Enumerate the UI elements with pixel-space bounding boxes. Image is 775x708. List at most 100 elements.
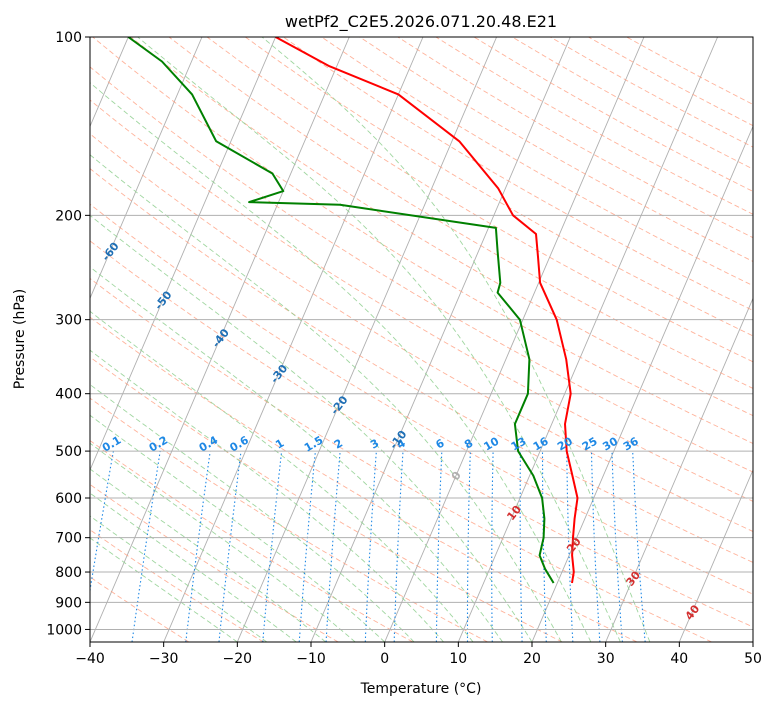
dry-adiabat-line <box>90 203 753 595</box>
y-tick-label: 700 <box>55 531 82 547</box>
isotherm-line <box>90 37 203 300</box>
y-tick-label: 1000 <box>46 622 82 638</box>
mixing-ratio-line <box>466 451 471 642</box>
y-tick-label: 600 <box>55 491 82 507</box>
isotherm-line <box>90 37 350 642</box>
dewpoint-profile-line <box>127 37 555 584</box>
isotherm-line <box>90 37 277 472</box>
isotherm-label: -50 <box>152 288 175 312</box>
mixing-ratio-line <box>364 451 377 642</box>
x-tick-label: 50 <box>744 651 762 667</box>
x-tick-label: −20 <box>223 651 253 667</box>
dry-adiabat-line <box>359 37 753 262</box>
x-tick-label: −30 <box>149 651 179 667</box>
x-tick-label: −40 <box>75 651 105 667</box>
moist-adiabat-line <box>137 37 621 642</box>
moist-adiabat-line <box>90 515 268 642</box>
dry-adiabat-line <box>90 240 753 628</box>
dry-adiabat-line <box>90 397 488 642</box>
mixing-ratio-label: 6 <box>433 436 446 451</box>
background-lines <box>90 37 753 642</box>
isotherm-label: 10 <box>504 503 524 523</box>
mixing-ratio-label: 3 <box>368 437 381 452</box>
y-tick-label: 100 <box>55 30 82 46</box>
isotherm-label: -20 <box>328 393 351 417</box>
moist-adiabat-line <box>90 154 562 642</box>
isotherm-line <box>531 125 753 642</box>
moist-adiabat-line <box>90 468 326 642</box>
dry-adiabat-line <box>90 66 753 473</box>
chart-title: wetPf2_C2E5.2026.071.20.48.E21 <box>285 12 557 32</box>
dry-adiabat-line <box>588 37 753 127</box>
dry-adiabat-line <box>550 37 753 148</box>
moist-adiabat-line <box>261 37 651 642</box>
mixing-ratio-line <box>435 451 443 642</box>
x-tick-label: 10 <box>449 651 467 667</box>
y-tick-label: 500 <box>55 444 82 460</box>
dry-adiabat-line <box>245 37 753 337</box>
mixing-ratio-line <box>90 451 114 594</box>
moist-adiabat-line <box>90 384 415 642</box>
dry-adiabat-line <box>90 576 190 642</box>
isotherm-line <box>163 37 424 642</box>
temperature-profile-line <box>275 37 579 584</box>
moist-adiabat-line <box>90 310 474 642</box>
mixing-ratio-line <box>185 451 211 642</box>
isotherm-label: -30 <box>268 362 291 386</box>
moist-adiabat-line <box>90 214 533 642</box>
mixing-ratio-line <box>262 451 283 642</box>
dry-adiabat-line <box>90 168 753 563</box>
dry-adiabat-line <box>206 37 753 363</box>
isotherm-label: 0 <box>449 469 464 483</box>
x-tick-label: −10 <box>296 651 326 667</box>
x-axis: −40 −30 −20 −10 0 10 20 30 40 50 <box>75 642 762 667</box>
mixing-ratio-line <box>131 451 161 642</box>
x-tick-label: 30 <box>597 651 615 667</box>
isotherm-label: -80 <box>0 143 16 167</box>
y-axis: 100 200 300 400 500 600 700 800 900 1000 <box>46 30 90 638</box>
moist-adiabat-line <box>90 349 444 642</box>
isotherm-line <box>678 468 753 642</box>
moist-adiabat-line <box>90 82 592 642</box>
moist-adiabat-line <box>90 537 238 642</box>
isotherm-line <box>384 37 645 642</box>
mixing-ratio-line <box>611 451 623 642</box>
y-tick-label: 900 <box>55 595 82 611</box>
dry-adiabat-line <box>92 37 753 444</box>
dry-adiabat-line <box>90 133 753 532</box>
pressure-gridlines <box>90 214 753 630</box>
x-tick-label: 0 <box>380 651 389 667</box>
dry-adiabat-line <box>90 483 339 642</box>
dry-adiabat-line <box>90 316 638 642</box>
dry-adiabat-line <box>90 356 563 642</box>
plot-frame <box>89 36 754 643</box>
isotherm-line <box>457 37 719 642</box>
dry-adiabat-line <box>90 277 712 642</box>
isotherm-label: -60 <box>99 240 122 264</box>
y-tick-label: 300 <box>55 313 82 329</box>
dry-adiabat-line <box>90 440 414 642</box>
y-tick-label: 400 <box>55 387 82 403</box>
dry-adiabat-line <box>283 37 753 311</box>
x-tick-label: 40 <box>670 651 688 667</box>
dry-adiabat-line <box>90 529 264 642</box>
mixing-ratio-line <box>590 451 601 642</box>
mixing-ratio-line <box>298 451 316 642</box>
moist-adiabat-line <box>90 414 386 642</box>
isotherm-line <box>605 297 753 642</box>
dry-adiabat-line <box>168 37 753 389</box>
background-labels: 0.10.20.40.611.52346810131620253036-100-… <box>0 143 702 623</box>
moist-adiabat-line <box>90 266 503 642</box>
y-tick-label: 200 <box>55 208 82 224</box>
isotherm-line <box>752 640 753 642</box>
mixing-ratio-label: 1 <box>273 437 286 452</box>
y-axis-label: Pressure (hPa) <box>12 289 28 389</box>
x-axis-label: Temperature (°C) <box>360 681 482 697</box>
moist-adiabat-line <box>90 442 356 642</box>
mixing-ratio-line <box>491 451 494 642</box>
dry-adiabat-line <box>90 99 753 502</box>
mixing-ratio-line <box>218 451 242 642</box>
sounding-profiles <box>127 37 579 584</box>
x-tick-label: 20 <box>523 651 541 667</box>
